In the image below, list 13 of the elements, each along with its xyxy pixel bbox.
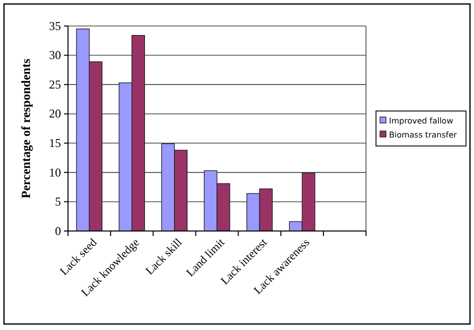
y-tick-label: 15 [49,136,61,150]
legend-label: Biomass transfer [389,130,458,140]
y-tick-label: 5 [55,194,61,209]
legend-label: Improved fallow [389,116,454,126]
y-tick-label: 35 [49,18,61,33]
y-tick-label: 10 [49,165,61,180]
y-axis-title: Percentage of respondents [19,58,33,198]
y-tick-label: 30 [49,48,61,62]
y-tick-label: 25 [49,77,61,92]
y-tick-label: 20 [49,106,61,121]
x-tick-label: Lack skill [144,236,185,278]
x-tick-label: Lack seed [58,236,100,278]
y-tick-label: 0 [55,224,61,238]
